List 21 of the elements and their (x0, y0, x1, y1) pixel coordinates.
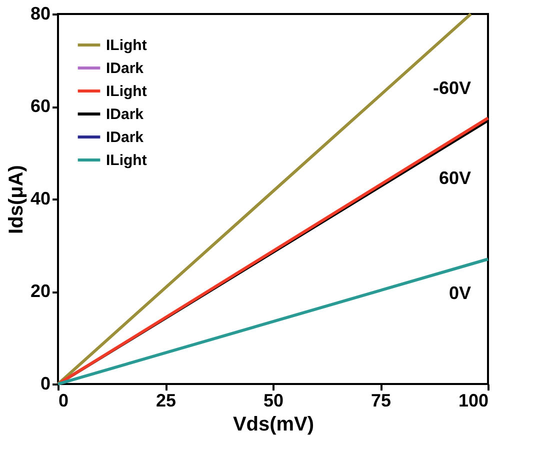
annotation: -60V (432, 78, 471, 98)
legend-label: IDark (106, 106, 144, 123)
x-tick-label: 75 (370, 390, 392, 410)
legend-label: ILight (106, 37, 147, 54)
y-tick-label: 0 (40, 374, 50, 394)
y-tick-label: 40 (30, 188, 50, 208)
legend-label: IDark (106, 60, 144, 77)
legend-label: IDark (106, 129, 144, 146)
y-tick-label: 80 (30, 4, 50, 24)
x-tick-label: 50 (263, 390, 284, 410)
annotation: 0V (448, 283, 471, 303)
x-tick-label: 0 (58, 390, 69, 410)
y-axis-title: Ids(μA) (5, 165, 28, 234)
y-tick-label: 60 (30, 96, 50, 116)
x-axis-title: Vds(mV) (232, 414, 314, 436)
legend-label: ILight (106, 152, 147, 169)
legend-label: ILight (106, 83, 147, 100)
x-tick-label: 25 (156, 390, 176, 410)
x-tick-label: 100 (458, 390, 488, 410)
annotation: 60V (438, 168, 471, 188)
y-tick-label: 20 (30, 281, 50, 301)
